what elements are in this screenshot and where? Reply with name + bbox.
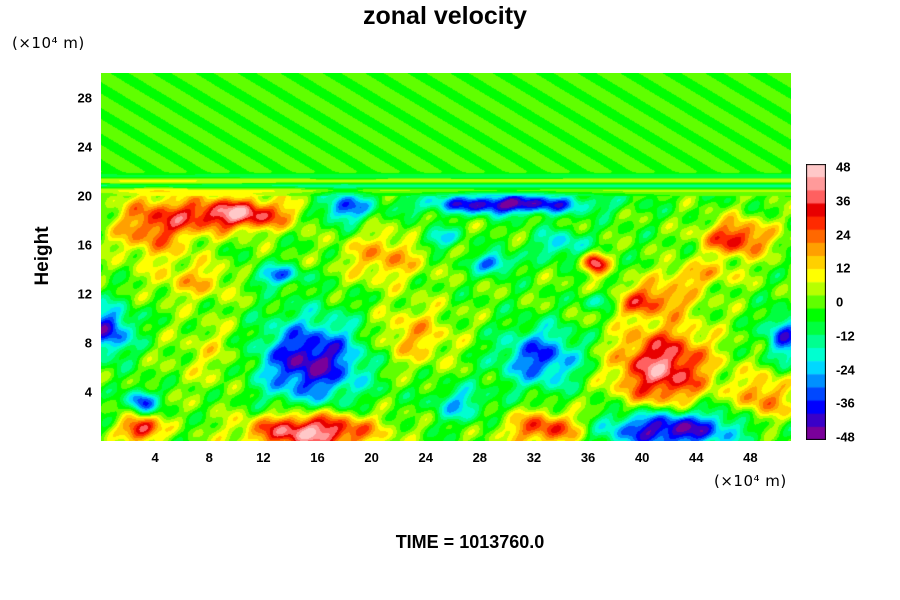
heatmap-plot-area xyxy=(101,73,791,441)
x-tick-label: 44 xyxy=(689,450,704,465)
y-tick-label: 24 xyxy=(77,139,92,155)
colorbar-tick-label: -24 xyxy=(836,362,855,377)
x-tick-label: 32 xyxy=(526,450,542,465)
y-tick-label: 12 xyxy=(77,286,92,302)
time-label: TIME = 1013760.0 xyxy=(395,532,545,552)
x-tick-label: 28 xyxy=(472,450,488,465)
x-tick-label: 48 xyxy=(743,450,758,465)
y-axis-unit-label: (×10⁴ m) xyxy=(12,34,85,52)
y-tick-label: 16 xyxy=(77,237,92,253)
y-axis-label: Height xyxy=(32,226,53,286)
x-tick-label: 4 xyxy=(151,450,159,465)
x-tick-label: 24 xyxy=(418,450,433,465)
y-tick-label: 4 xyxy=(84,384,92,400)
colorbar-tick-label: -36 xyxy=(836,395,855,411)
colorbar-tick-label: 48 xyxy=(836,159,851,175)
colorbar-tick-label: 36 xyxy=(836,193,851,209)
colorbar-tick-label: -12 xyxy=(836,328,855,344)
x-tick-label: 12 xyxy=(256,450,271,465)
y-tick-label: 20 xyxy=(77,188,92,204)
x-tick-label: 36 xyxy=(580,450,596,465)
y-tick-label: 8 xyxy=(84,335,92,351)
chart-title: zonal velocity xyxy=(363,2,527,30)
x-tick-label: 20 xyxy=(364,450,379,465)
x-axis-unit-label: (×10⁴ m) xyxy=(714,472,787,490)
colorbar-tick-label: -48 xyxy=(836,429,855,445)
x-tick-label: 40 xyxy=(634,450,650,465)
x-tick-label: 8 xyxy=(205,450,213,465)
colorbar-tick-label: 12 xyxy=(836,260,851,276)
colorbar-tick-label: 0 xyxy=(836,294,844,310)
x-tick-label: 16 xyxy=(310,450,325,465)
colorbar-tick-label: 24 xyxy=(836,227,851,242)
colorbar xyxy=(806,164,826,440)
y-tick-label: 28 xyxy=(77,90,92,106)
